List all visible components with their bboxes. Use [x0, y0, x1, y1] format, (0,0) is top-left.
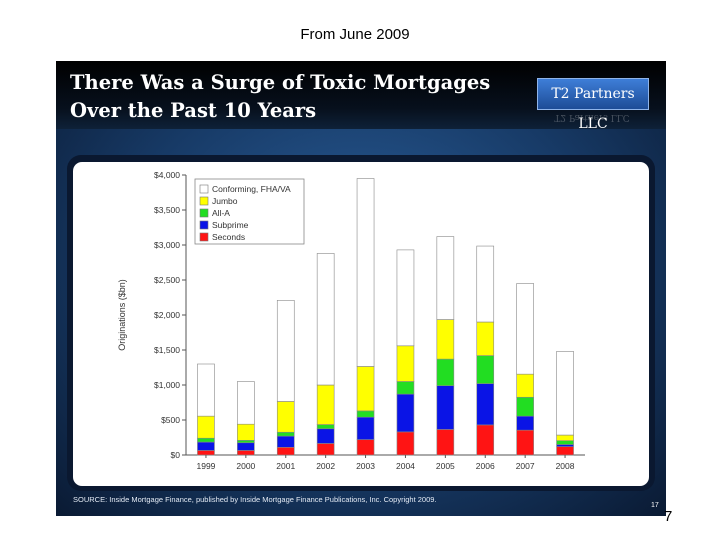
y-tick-label: $1,500: [154, 345, 180, 355]
slide: There Was a Surge of Toxic Mortgages Ove…: [56, 61, 666, 516]
bar-segment: [237, 442, 255, 451]
bar-segment: [396, 393, 415, 433]
bar-segment: [197, 415, 215, 439]
bar-segment: [356, 178, 375, 367]
x-tick-label: 2002: [316, 461, 335, 471]
bar-segment: [556, 351, 574, 436]
brand-logo: T2 Partners LLC: [537, 78, 649, 132]
legend-entry: Conforming, FHA/VA: [212, 184, 291, 194]
y-tick-label: $2,000: [154, 310, 180, 320]
bar-segment: [396, 431, 415, 456]
y-tick-label: $4,000: [154, 170, 180, 180]
legend-entry: Subprime: [212, 220, 249, 230]
bar-segment: [197, 363, 215, 417]
x-tick-label: 2000: [236, 461, 255, 471]
bar-segment: [197, 437, 215, 443]
bar-segment: [316, 253, 335, 386]
bar-segment: [356, 416, 375, 440]
bar-segment: [197, 450, 215, 456]
bar-segment: [556, 446, 574, 456]
stacked-bar-chart: $0 $500 $1,000 $1,500 $2,000 $2,500 $3,000 $3,5…: [117, 170, 585, 471]
bar-segment: [276, 446, 295, 456]
bar-segment: [356, 439, 375, 456]
bar-segment: [516, 396, 534, 417]
bar-segment: [276, 435, 295, 448]
x-tick-label: 2008: [556, 461, 575, 471]
bar-segment: [237, 450, 255, 456]
bar-segment: [476, 383, 495, 426]
bar-segment: [197, 441, 215, 451]
legend-swatch: [199, 232, 209, 242]
x-tick-label: 2004: [396, 461, 415, 471]
x-tick-label: 2003: [356, 461, 375, 471]
x-tick-label: 2007: [516, 461, 535, 471]
bar-segment: [516, 415, 534, 431]
bar-segment: [356, 410, 375, 418]
legend-entry: All-A: [212, 208, 230, 218]
bar-segment: [556, 434, 574, 441]
y-tick-label: $2,500: [154, 275, 180, 285]
y-tick-label: $1,000: [154, 380, 180, 390]
y-tick-label: $500: [161, 415, 180, 425]
legend-entry: Seconds: [212, 232, 245, 242]
bar-segment: [276, 431, 295, 437]
bar-segment: [316, 443, 335, 456]
bar-segment: [237, 381, 255, 425]
source-note: SOURCE: Inside Mortgage Finance, publish…: [73, 495, 437, 504]
bar-segment: [396, 345, 415, 382]
bar-segment: [316, 428, 335, 444]
x-tick-label: 2005: [436, 461, 455, 471]
legend-swatch: [199, 220, 209, 230]
bar-segment: [356, 366, 375, 412]
y-tick-label: $3,000: [154, 240, 180, 250]
legend-swatch: [199, 184, 209, 194]
y-axis-label: Originations ($bn): [117, 279, 127, 351]
bar-segment: [556, 440, 574, 445]
bar-segment: [237, 423, 255, 441]
page-caption: From June 2009: [300, 26, 410, 43]
slide-number: 17: [651, 502, 659, 509]
bar-segment: [237, 439, 255, 444]
bar-segment: [396, 249, 415, 347]
bar-segment: [476, 424, 495, 456]
bar-segment: [516, 373, 534, 398]
bar-segment: [436, 358, 455, 387]
bar-segment: [476, 321, 495, 356]
legend-box: [194, 178, 305, 245]
bar-segment: [516, 283, 534, 375]
bar-segment: [556, 444, 574, 447]
x-tick-label: 2001: [276, 461, 295, 471]
brand-logo-reflection: T2 Partners LLC: [554, 112, 630, 122]
x-tick-label: 2006: [476, 461, 495, 471]
bar-segment: [316, 424, 335, 430]
legend-swatch: [199, 208, 209, 218]
slide-title: There Was a Surge of Toxic Mortgages Ove…: [70, 71, 491, 122]
bar-segment: [436, 429, 455, 456]
bar-segment: [276, 401, 295, 433]
bar-segment: [436, 319, 455, 360]
bar-segment: [436, 236, 455, 320]
bar-segment: [516, 429, 534, 456]
legend-swatch: [199, 196, 209, 206]
y-tick-label: $3,500: [154, 205, 180, 215]
y-tick-label: $0: [171, 450, 181, 460]
bar-segment: [396, 381, 415, 395]
bar-segment: [436, 385, 455, 430]
x-tick-label: 1999: [196, 461, 215, 471]
page-number: 7: [664, 508, 673, 525]
bar-segment: [476, 355, 495, 384]
bar-segment: [276, 300, 295, 402]
legend-entry: Jumbo: [212, 196, 238, 206]
bar-segment: [476, 245, 495, 323]
bar-segment: [316, 384, 335, 425]
